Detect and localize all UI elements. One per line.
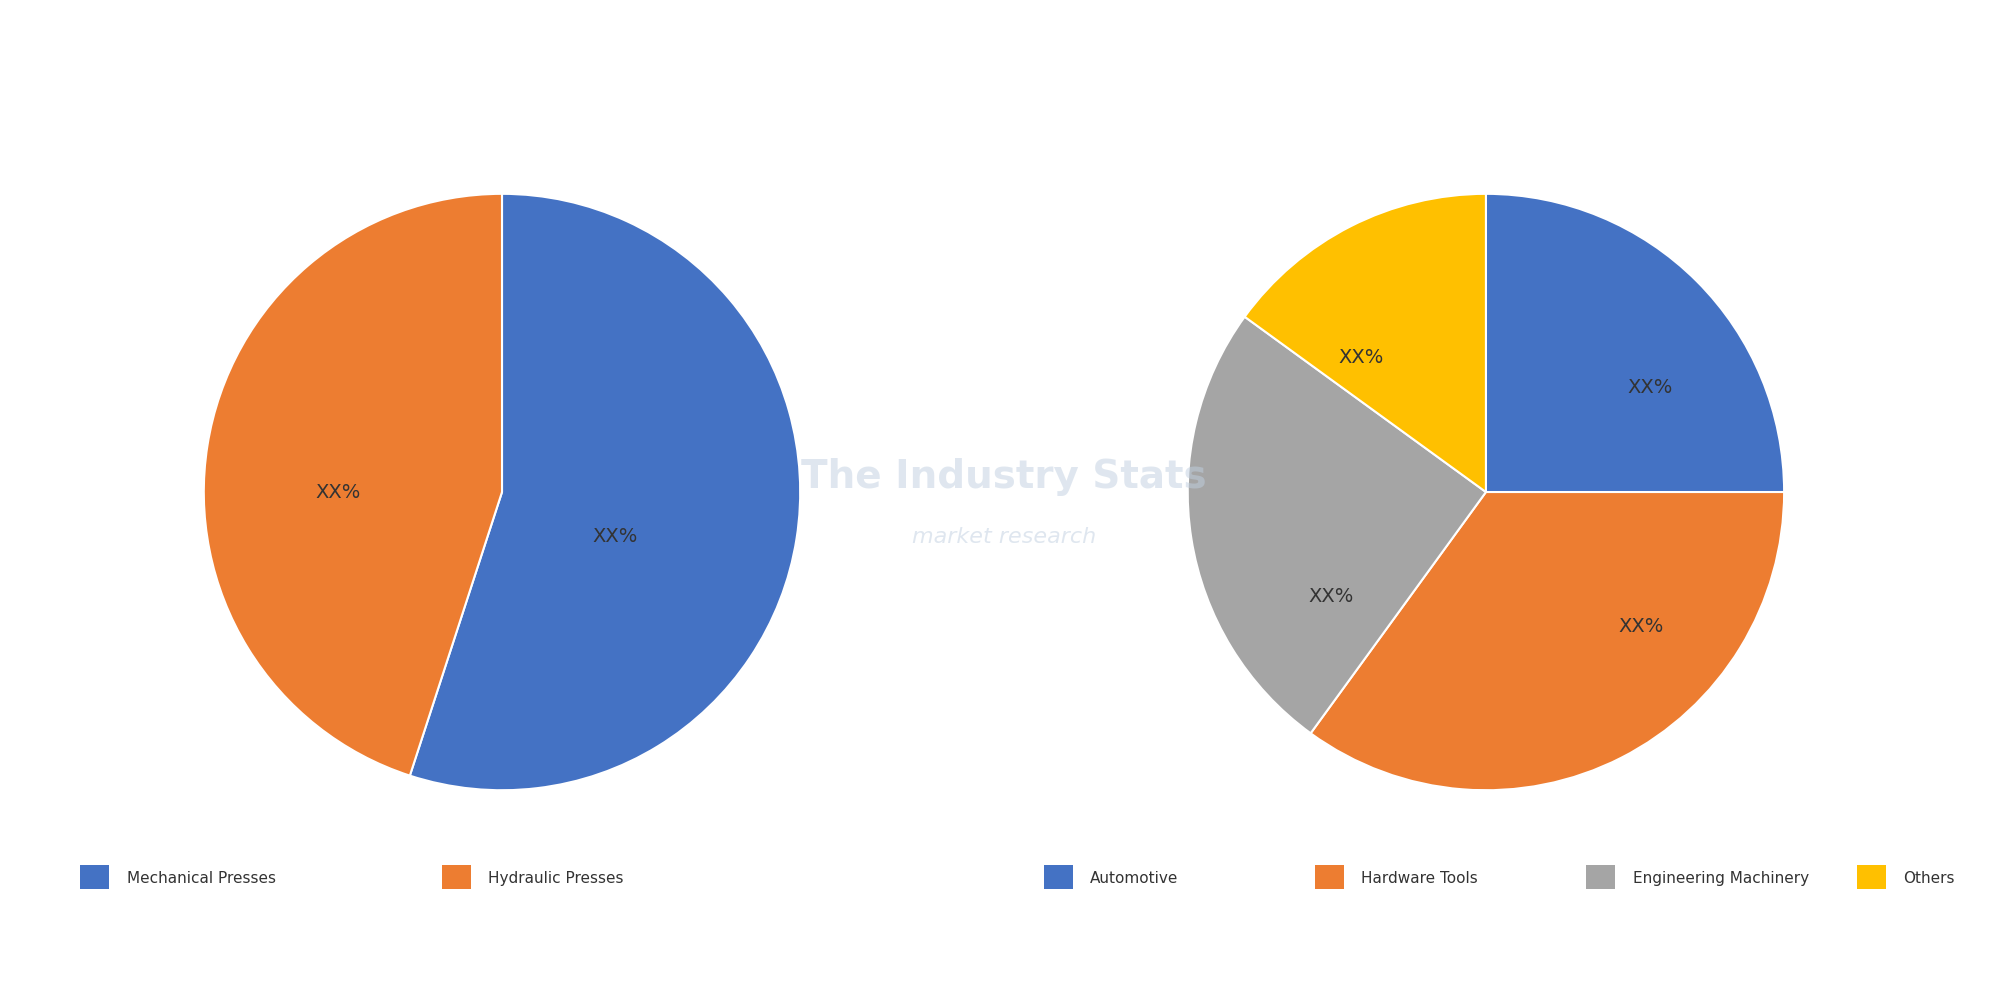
- Text: Source: Theindustrystats Analysis: Source: Theindustrystats Analysis: [20, 947, 339, 966]
- FancyBboxPatch shape: [1856, 866, 1885, 890]
- Wedge shape: [409, 194, 801, 790]
- Wedge shape: [1244, 194, 1485, 492]
- Text: Website: www.theindustrystats.com: Website: www.theindustrystats.com: [1646, 947, 1987, 966]
- FancyBboxPatch shape: [1315, 866, 1343, 890]
- Text: Automotive: Automotive: [1090, 871, 1178, 886]
- FancyBboxPatch shape: [1044, 866, 1072, 890]
- Text: XX%: XX%: [1337, 348, 1383, 368]
- Text: Mechanical Presses: Mechanical Presses: [126, 871, 275, 886]
- Text: XX%: XX%: [1626, 378, 1672, 398]
- Text: XX%: XX%: [1307, 586, 1353, 606]
- Text: Engineering Machinery: Engineering Machinery: [1632, 871, 1808, 886]
- Text: Fig. Global Hot Forging Press Machine Market Share by Product Types & Applicatio: Fig. Global Hot Forging Press Machine Ma…: [30, 40, 1218, 65]
- Text: Email: sales@theindustrystats.com: Email: sales@theindustrystats.com: [839, 947, 1168, 966]
- Wedge shape: [1311, 492, 1784, 790]
- Wedge shape: [1485, 194, 1784, 492]
- Text: XX%: XX%: [315, 482, 361, 502]
- Text: Others: Others: [1903, 871, 1955, 886]
- FancyBboxPatch shape: [80, 866, 108, 890]
- Wedge shape: [203, 194, 502, 775]
- FancyBboxPatch shape: [442, 866, 470, 890]
- Text: XX%: XX%: [1618, 616, 1664, 636]
- Wedge shape: [1186, 317, 1485, 734]
- Text: Hydraulic Presses: Hydraulic Presses: [488, 871, 622, 886]
- Text: The Industry Stats: The Industry Stats: [801, 458, 1206, 496]
- Text: XX%: XX%: [592, 527, 638, 547]
- Text: Hardware Tools: Hardware Tools: [1361, 871, 1477, 886]
- FancyBboxPatch shape: [1586, 866, 1614, 890]
- Text: market research: market research: [911, 527, 1096, 547]
